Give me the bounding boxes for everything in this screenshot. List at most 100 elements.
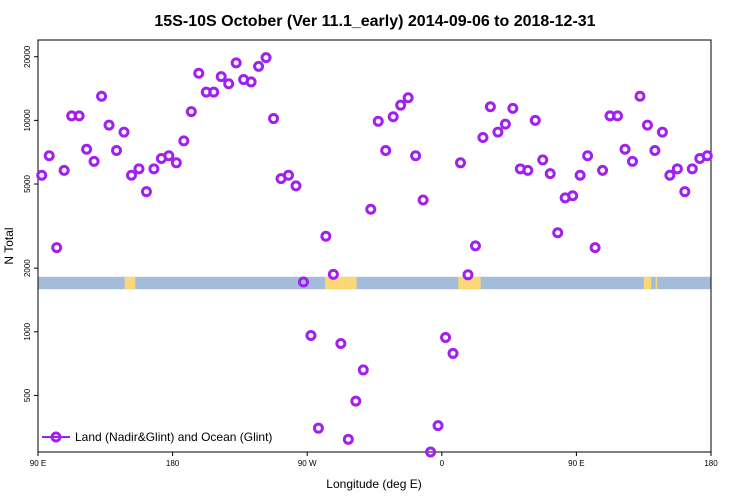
data-point (51, 242, 63, 254)
chart-title: 15S-10S October (Ver 11.1_early) 2014-09… (154, 13, 595, 30)
data-point (283, 169, 295, 181)
data-point (372, 115, 384, 127)
data-point (641, 119, 653, 131)
y-tick-label: 5000 (23, 175, 32, 193)
data-point (649, 145, 661, 157)
data-point (432, 420, 444, 432)
land-segment (655, 276, 658, 290)
ocean-band (38, 276, 711, 290)
legend: Land (Nadir&Glint) and Ocean (Glint) (42, 430, 272, 444)
land-segment (643, 276, 652, 290)
data-point (350, 395, 362, 407)
data-point (469, 240, 481, 252)
data-point (612, 110, 624, 122)
plot-frame (37, 39, 712, 453)
x-axis-label: Longitude (deg E) (326, 477, 421, 491)
legend-marker (50, 431, 62, 443)
data-point (148, 163, 160, 175)
data-point (342, 433, 354, 445)
data-point (335, 338, 347, 350)
data-point (305, 330, 317, 342)
land-segment (325, 276, 357, 290)
data-point (664, 169, 676, 181)
data-point (387, 111, 399, 123)
x-tick-label: 180 (704, 459, 718, 468)
data-point (477, 131, 489, 143)
data-point (81, 143, 93, 155)
data-point (686, 163, 698, 175)
data-point (447, 347, 459, 359)
data-point (656, 126, 668, 138)
data-point (597, 164, 609, 176)
data-point (537, 154, 549, 166)
data-point (357, 364, 369, 376)
data-point (410, 150, 422, 162)
data-point (140, 186, 152, 198)
data-point (544, 168, 556, 180)
data-point (260, 52, 272, 64)
data-point (208, 86, 220, 98)
x-tick-label: 90 W (298, 459, 317, 468)
data-point (320, 230, 332, 242)
data-point (619, 143, 631, 155)
data-point (223, 78, 235, 90)
y-tick-label: 2000 (23, 259, 32, 277)
data-point (133, 163, 145, 175)
data-point (58, 164, 70, 176)
x-tick-label: 90 E (30, 459, 46, 468)
y-axis: 500 1000 2000 5000 10000 20000 (23, 45, 38, 402)
data-point (507, 102, 519, 114)
data-point (327, 268, 339, 280)
data-point (671, 163, 683, 175)
data-point (492, 126, 504, 138)
data-point (589, 242, 601, 254)
data-point (440, 331, 452, 343)
data-point (582, 150, 594, 162)
data-point (268, 113, 280, 125)
x-axis: 90 E 180 90 W 0 90 E 180 (30, 452, 718, 468)
y-tick-label: 500 (23, 388, 32, 402)
data-point (701, 150, 713, 162)
data-point (193, 67, 205, 79)
data-point (567, 190, 579, 202)
data-point (88, 155, 100, 167)
data-point (185, 106, 197, 118)
data-point (484, 101, 496, 113)
data-point (395, 99, 407, 111)
data-points (36, 52, 713, 458)
data-point (215, 71, 227, 83)
data-point (402, 92, 414, 104)
x-tick-label: 180 (166, 459, 180, 468)
data-point (454, 157, 466, 169)
data-point (425, 446, 437, 458)
land-segment (124, 276, 136, 290)
x-tick-label: 90 E (568, 459, 584, 468)
latitude-band-map (38, 276, 711, 290)
data-point (626, 155, 638, 167)
y-tick-label: 10000 (23, 109, 32, 132)
data-point (462, 269, 474, 281)
data-point (634, 90, 646, 102)
data-point (365, 203, 377, 215)
x-tick-label: 0 (440, 459, 445, 468)
data-point (290, 180, 302, 192)
y-tick-label: 1000 (23, 322, 32, 340)
data-point (125, 169, 137, 181)
data-point (230, 57, 242, 69)
legend-entry: Land (Nadir&Glint) and Ocean (Glint) (75, 430, 272, 444)
data-point (111, 145, 123, 157)
data-point (170, 157, 182, 169)
data-point (253, 60, 265, 72)
data-point (552, 227, 564, 239)
y-axis-label: N Total (2, 227, 16, 264)
data-point (380, 145, 392, 157)
data-point (178, 135, 190, 147)
data-point (574, 169, 586, 181)
data-point (118, 126, 130, 138)
y-tick-label: 20000 (23, 45, 32, 68)
data-point (297, 276, 309, 288)
data-point (312, 422, 324, 434)
data-point (73, 110, 85, 122)
data-point (529, 114, 541, 126)
